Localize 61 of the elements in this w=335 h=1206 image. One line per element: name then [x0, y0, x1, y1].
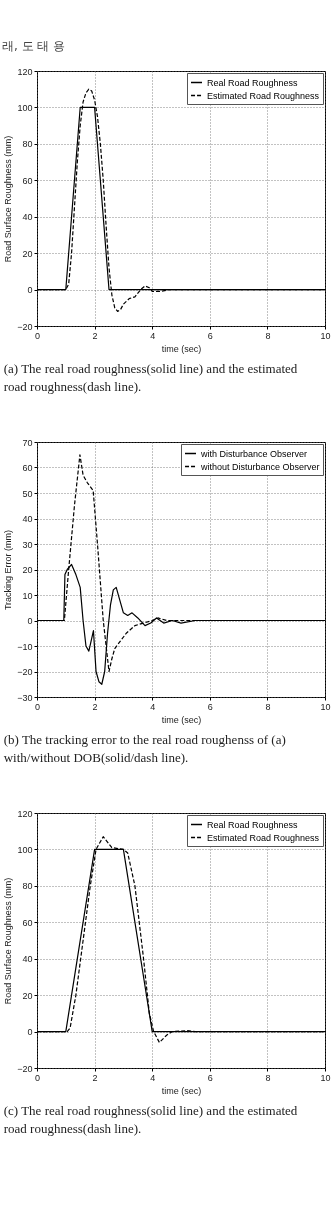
x-tick-label: 8 — [265, 330, 271, 341]
x-tick-label: 2 — [92, 1072, 98, 1083]
y-tick-label: −30 — [17, 692, 33, 703]
x-tick-label: 6 — [207, 1072, 213, 1083]
legend-label: Estimated Road Roughness — [207, 832, 320, 843]
y-tick-label: 40 — [22, 514, 33, 524]
x-tick-label: 4 — [150, 330, 156, 341]
y-tick-label: 70 — [22, 437, 33, 448]
y-tick-label: 20 — [22, 248, 33, 259]
legend-label: Real Road Roughness — [207, 819, 299, 830]
legend-label: with Disturbance Observer — [200, 448, 308, 459]
text: 래, 도 태 용 — [1, 38, 67, 55]
y-tick-label: 100 — [17, 844, 33, 855]
y-tick-label: 60 — [22, 463, 33, 473]
x-axis-title: time (sec) — [161, 343, 202, 354]
text: (c) The real road roughness(solid line) and the estimated road roughness(dash line). — [3, 1103, 298, 1136]
x-tick-label: 6 — [207, 330, 213, 341]
y-tick-label: 0 — [27, 1027, 33, 1038]
y-tick-label: 40 — [22, 212, 33, 223]
x-tick-label: 6 — [207, 701, 213, 712]
y-tick-label: 20 — [22, 565, 33, 575]
y-tick-label: 50 — [22, 488, 33, 499]
y-tick-label: 120 — [17, 808, 33, 819]
x-tick-label: 10 — [320, 701, 331, 712]
x-tick-label: 8 — [265, 701, 271, 712]
x-tick-label: 4 — [150, 1072, 156, 1083]
y-tick-label: 60 — [22, 175, 33, 186]
x-tick-label: 2 — [92, 330, 98, 341]
y-tick-label: 120 — [17, 66, 33, 77]
x-axis-title: time (sec) — [161, 1085, 202, 1096]
legend-label: Estimated Road Roughness — [207, 90, 320, 101]
x-tick-label: 8 — [265, 1072, 271, 1083]
y-tick-label: 30 — [22, 539, 33, 550]
text: (b) The tracking error to the real road roughenss of (a) with/without DOB(solid/dash line). — [3, 732, 286, 765]
y-tick-label: −20 — [17, 1063, 33, 1074]
y-tick-label: −20 — [17, 321, 33, 332]
y-tick-label: 0 — [27, 616, 33, 626]
y-tick-label: 80 — [22, 881, 33, 892]
y-tick-label: 40 — [22, 954, 33, 965]
y-tick-label: 80 — [22, 139, 33, 150]
y-axis-title: Road Surface Roughness (mm) — [3, 135, 14, 263]
y-tick-label: 20 — [22, 990, 33, 1001]
text: (a) The real road roughness(solid line) and the estimated road roughness(dash line). — [3, 361, 298, 394]
x-tick-label: 0 — [34, 1072, 41, 1083]
y-tick-label: −10 — [17, 641, 33, 652]
x-tick-label: 2 — [92, 701, 98, 712]
y-axis-title: Road Surface Roughness (mm) — [3, 877, 14, 1005]
y-tick-label: 0 — [27, 285, 33, 296]
x-tick-label: 0 — [34, 701, 41, 712]
x-tick-label: 4 — [150, 701, 156, 712]
legend-label: Real Road Roughness — [207, 77, 299, 88]
y-tick-label: 60 — [22, 917, 33, 928]
y-tick-label: 100 — [17, 102, 33, 113]
x-tick-label: 10 — [320, 1072, 331, 1083]
y-tick-label: 10 — [22, 590, 33, 601]
x-tick-label: 10 — [320, 330, 331, 341]
y-axis-title: Tracking Error (mm) — [3, 529, 14, 611]
y-tick-label: −20 — [17, 667, 33, 677]
x-tick-label: 0 — [34, 330, 41, 341]
x-axis-title: time (sec) — [161, 714, 202, 725]
legend-label: without Disturbance Observer — [200, 461, 320, 472]
